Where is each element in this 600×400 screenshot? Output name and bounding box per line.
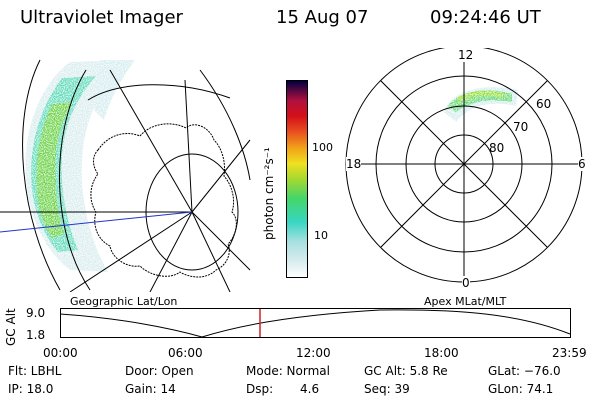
altitude-curve: [60, 309, 571, 338]
status-gain: Gain: 14: [125, 382, 176, 396]
mlt-label-18: 18: [346, 157, 362, 171]
alt-ytick-9: 9.0: [26, 306, 46, 320]
status-glon: GLon: 74.1: [488, 382, 554, 396]
colorbar-tick-100: 100: [312, 141, 333, 154]
status-dsp-value: 4.6: [300, 382, 320, 396]
status-dsp-label: Dsp:: [246, 382, 274, 396]
status-flt: Flt: LBHL: [8, 364, 62, 378]
status-door: Door: Open: [125, 364, 194, 378]
date-label: 15 Aug 07: [276, 7, 369, 28]
apex-title: Apex MLat/MLT: [424, 295, 507, 308]
antarctica-coastline: [90, 123, 237, 278]
magnetic-meridian: [0, 211, 193, 233]
mlt-label-6: 6: [578, 157, 586, 171]
alt-ytick-1-8: 1.8: [26, 328, 46, 342]
polar-grid: [345, 48, 583, 283]
instrument-title: Ultraviolet Imager: [20, 7, 183, 28]
geographic-map: [0, 50, 251, 292]
alt-xtick-1200: 12:00: [296, 346, 331, 360]
color-scale-bar: [286, 80, 308, 278]
mlat-label-60: 60: [536, 97, 552, 111]
alt-xtick-0000: 00:00: [43, 346, 78, 360]
alt-xtick-1800: 18:00: [424, 346, 459, 360]
mlt-label-12: 12: [458, 48, 474, 62]
status-gc-alt: GC Alt: 5.8 Re: [364, 364, 448, 378]
status-mode: Mode: Normal: [246, 364, 330, 378]
altitude-chart: [60, 308, 571, 338]
geographic-title: Geographic Lat/Lon: [70, 295, 178, 308]
mlat-label-70: 70: [513, 120, 529, 134]
status-glat: GLat: −76.0: [488, 364, 561, 378]
alt-chart-ylabel: GC Alt: [4, 308, 18, 346]
alt-xtick-0600: 06:00: [168, 346, 203, 360]
time-label: 09:24:46 UT: [430, 7, 541, 28]
status-seq: Seq: 39: [364, 382, 410, 396]
alt-xtick-2359: 23:59: [552, 346, 587, 360]
colorbar-tick-10: 10: [314, 229, 328, 242]
colorbar-unit-label: photon cm⁻²s⁻¹: [262, 147, 276, 240]
mlat-label-80: 80: [489, 141, 505, 155]
alt-chart-frame: [60, 308, 571, 338]
status-ip: IP: 18.0: [8, 382, 54, 396]
aurora-emission: [20, 50, 140, 280]
mlt-label-0: 0: [462, 276, 470, 290]
polar-mlt-plot: [345, 48, 583, 283]
